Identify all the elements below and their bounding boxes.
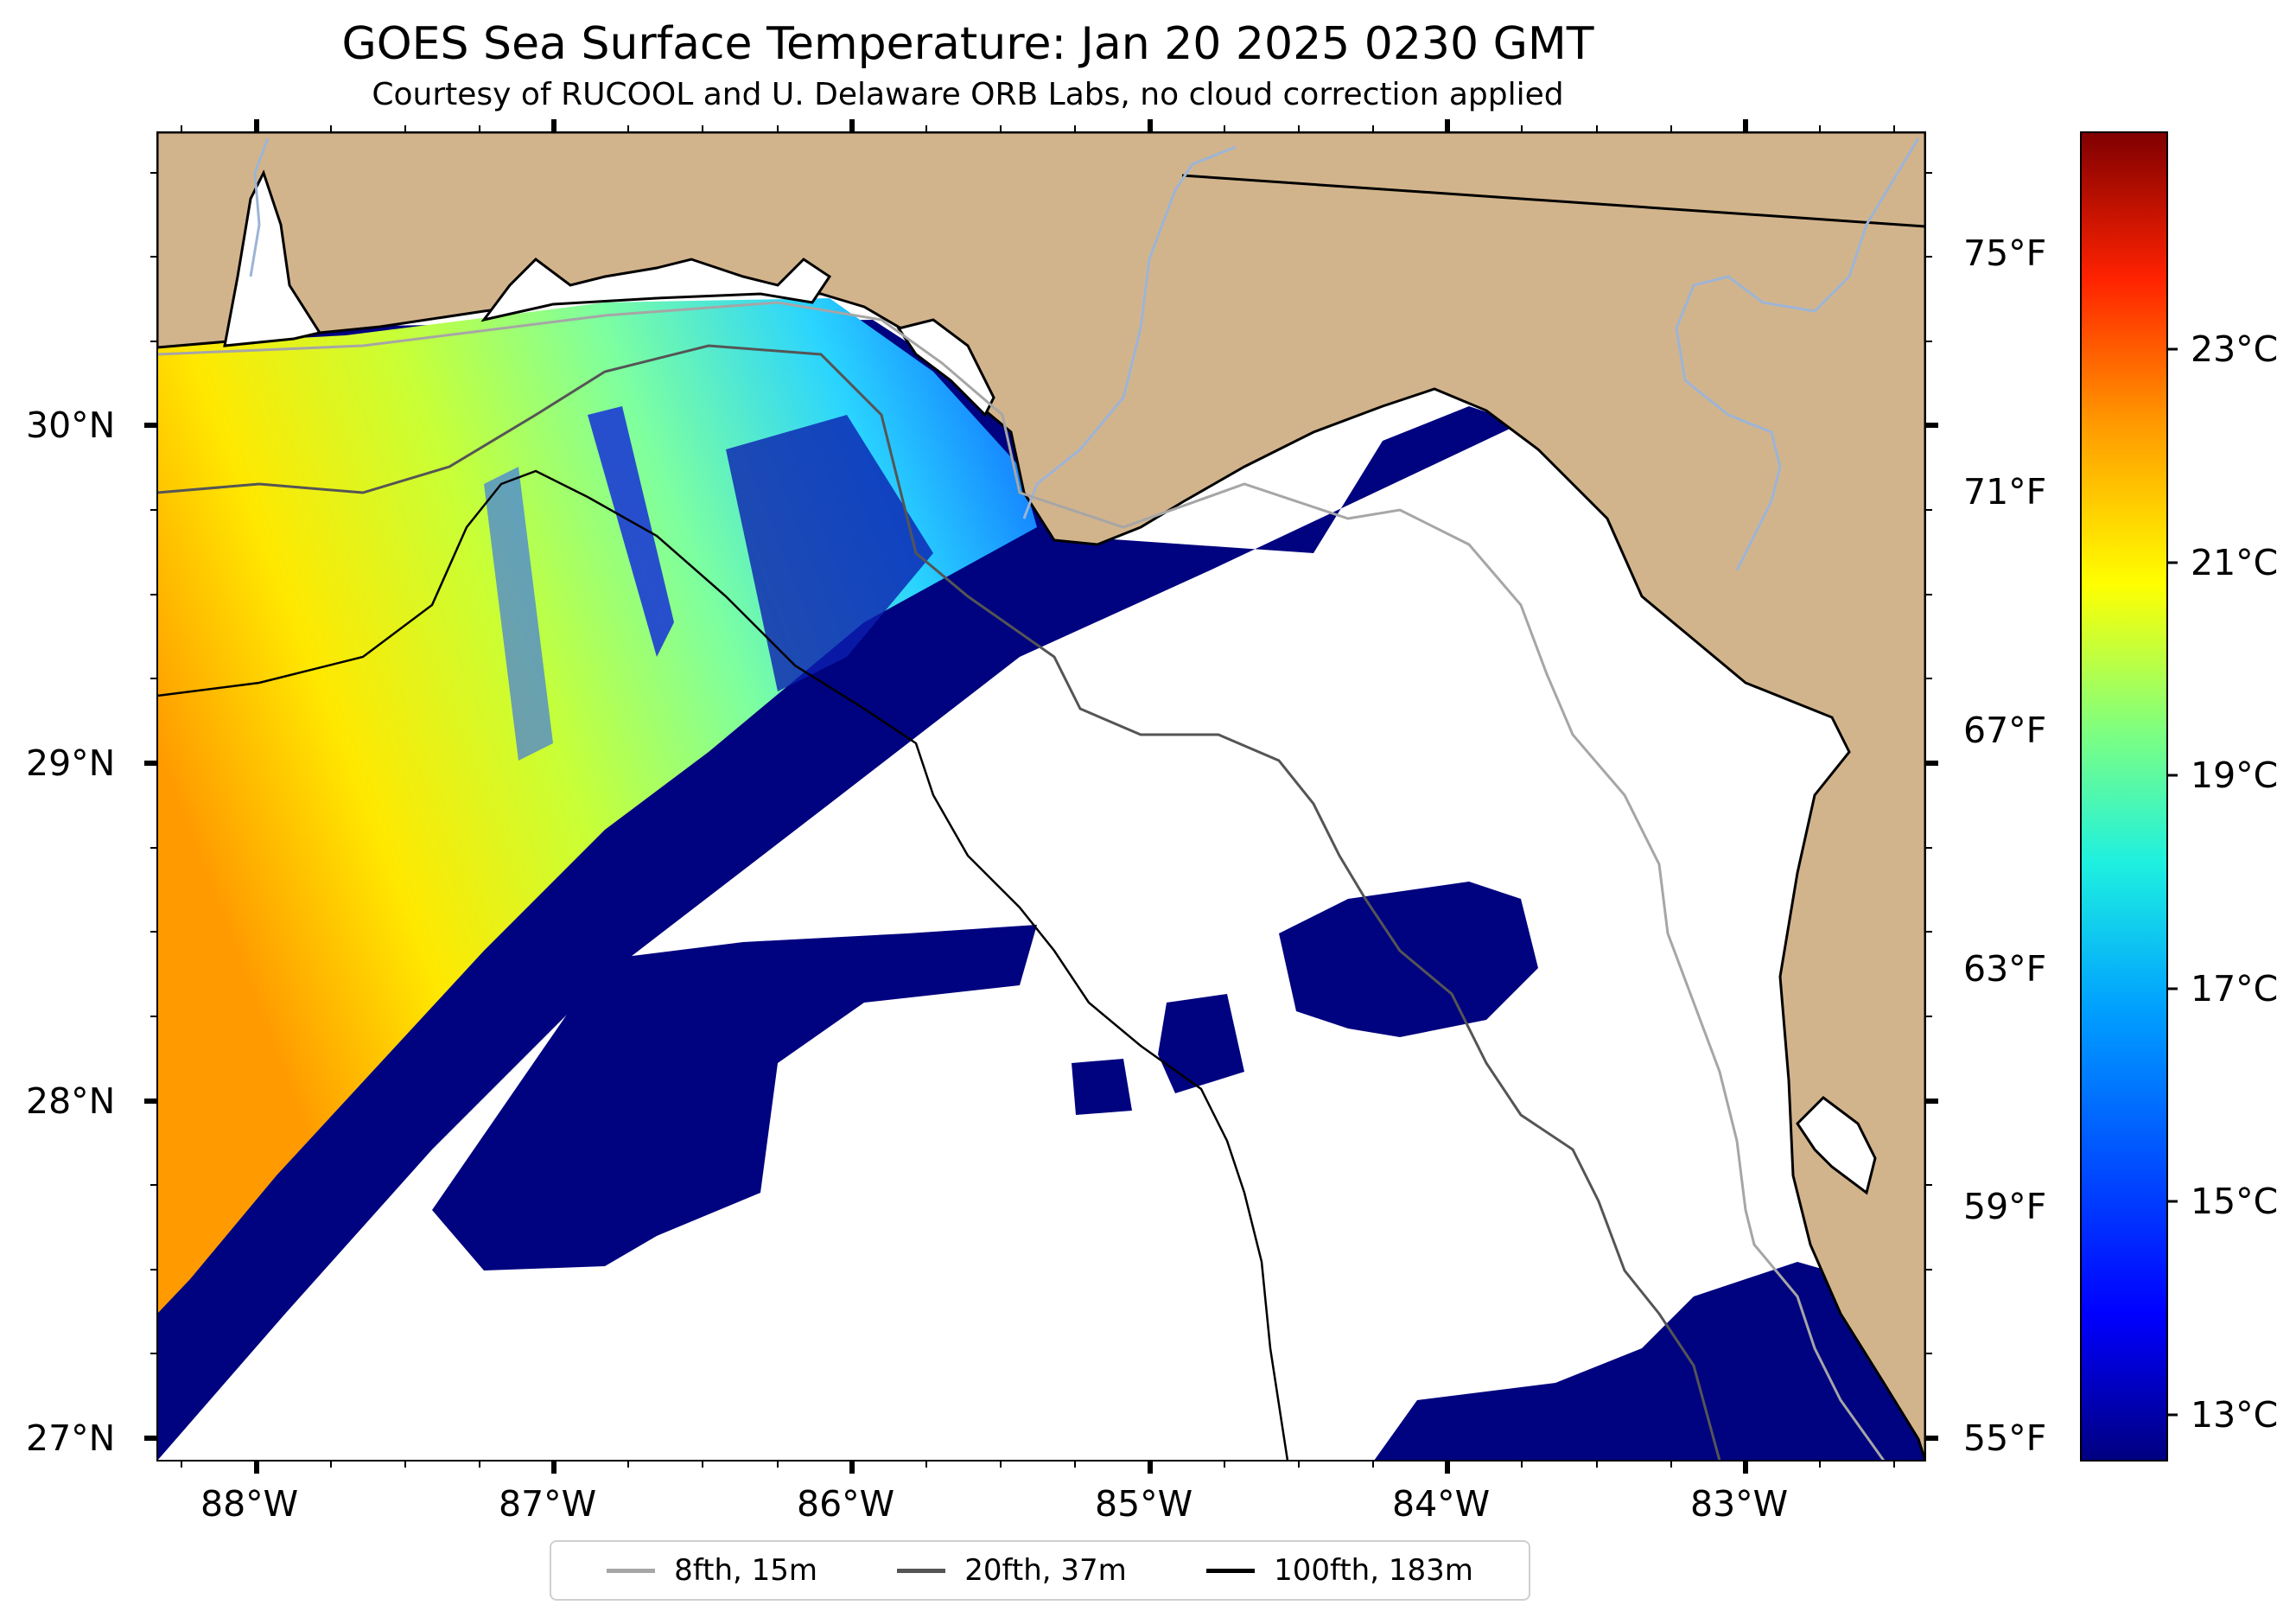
lon-ticks: [254, 119, 1748, 1474]
panhandle-bays: [480, 258, 832, 322]
contour-100fth: [157, 469, 1289, 1461]
map-subtitle: Courtesy of RUCOOL and U. Delaware ORB L…: [372, 77, 1564, 112]
f-label-59: 59°F: [1963, 1186, 2047, 1227]
legend-item-8fth: 8fth, 15m: [607, 1553, 817, 1588]
legend-line-8fth: [607, 1568, 656, 1573]
f-label-71: 71°F: [1963, 471, 2047, 513]
cold-streak-2: [726, 415, 933, 691]
river-west: [249, 137, 270, 277]
lon-label-86w: 86°W: [797, 1483, 895, 1525]
legend-item-20fth: 20fth, 37m: [897, 1553, 1127, 1588]
tampa-bay: [1796, 1096, 1877, 1195]
legend-label-100fth: 100fth, 183m: [1274, 1553, 1473, 1588]
lon-label-83w: 83°W: [1690, 1483, 1789, 1525]
c-label-19: 19°C: [2191, 755, 2279, 796]
lat-label-27n: 27°N: [26, 1417, 116, 1459]
legend-label-20fth: 20fth, 37m: [964, 1553, 1127, 1588]
lat-label-30n: 30°N: [26, 404, 116, 446]
cold-water-patch-south: [432, 925, 1037, 1271]
river-suwannee: [1675, 137, 1920, 571]
river-apalachicola: [1022, 145, 1237, 519]
c-label-15: 15°C: [2191, 1181, 2279, 1222]
lat-ticks: [144, 423, 1938, 1441]
f-label-75: 75°F: [1963, 232, 2047, 274]
state-border: [1181, 174, 1925, 228]
legend-label-8fth: 8fth, 15m: [674, 1553, 818, 1588]
contour-8fth: [157, 301, 1886, 1461]
cold-streak-3: [484, 467, 553, 761]
depth-legend: 8fth, 15m 20fth, 37m 100fth, 183m: [550, 1540, 1530, 1601]
lon-label-87w: 87°W: [499, 1483, 597, 1525]
minor-ticks: [150, 125, 1932, 1468]
cold-water-patch-se: [1374, 1262, 1925, 1461]
c-label-23: 23°C: [2191, 328, 2279, 370]
legend-line-20fth: [897, 1568, 946, 1573]
legend-item-100fth: 100fth, 183m: [1206, 1553, 1473, 1588]
bay-inlet: [223, 169, 322, 347]
map-title: GOES Sea Surface Temperature: Jan 20 202…: [341, 18, 1594, 70]
cold-streak-1: [588, 406, 674, 657]
f-label-55: 55°F: [1963, 1417, 2047, 1459]
lon-label-88w: 88°W: [200, 1483, 299, 1525]
cold-water-patch-small: [1158, 994, 1244, 1093]
colorbar-gradient: [2080, 131, 2168, 1462]
c-label-21: 21°C: [2191, 542, 2279, 583]
lon-label-85w: 85°W: [1095, 1483, 1193, 1525]
lat-label-28n: 28°N: [26, 1080, 116, 1122]
legend-line-100fth: [1206, 1568, 1256, 1573]
cold-water-patch-west: [1072, 1059, 1132, 1115]
plot-frame: [156, 131, 1926, 1462]
lat-label-29n: 29°N: [26, 742, 116, 784]
contour-20fth: [157, 344, 1721, 1461]
f-label-67: 67°F: [1963, 710, 2047, 751]
c-label-13: 13°C: [2191, 1394, 2279, 1436]
colorbar-ticks: [2167, 347, 2178, 1417]
f-label-63: 63°F: [1963, 948, 2047, 990]
lon-label-84w: 84°W: [1392, 1483, 1491, 1525]
c-label-17: 17°C: [2191, 968, 2279, 1009]
